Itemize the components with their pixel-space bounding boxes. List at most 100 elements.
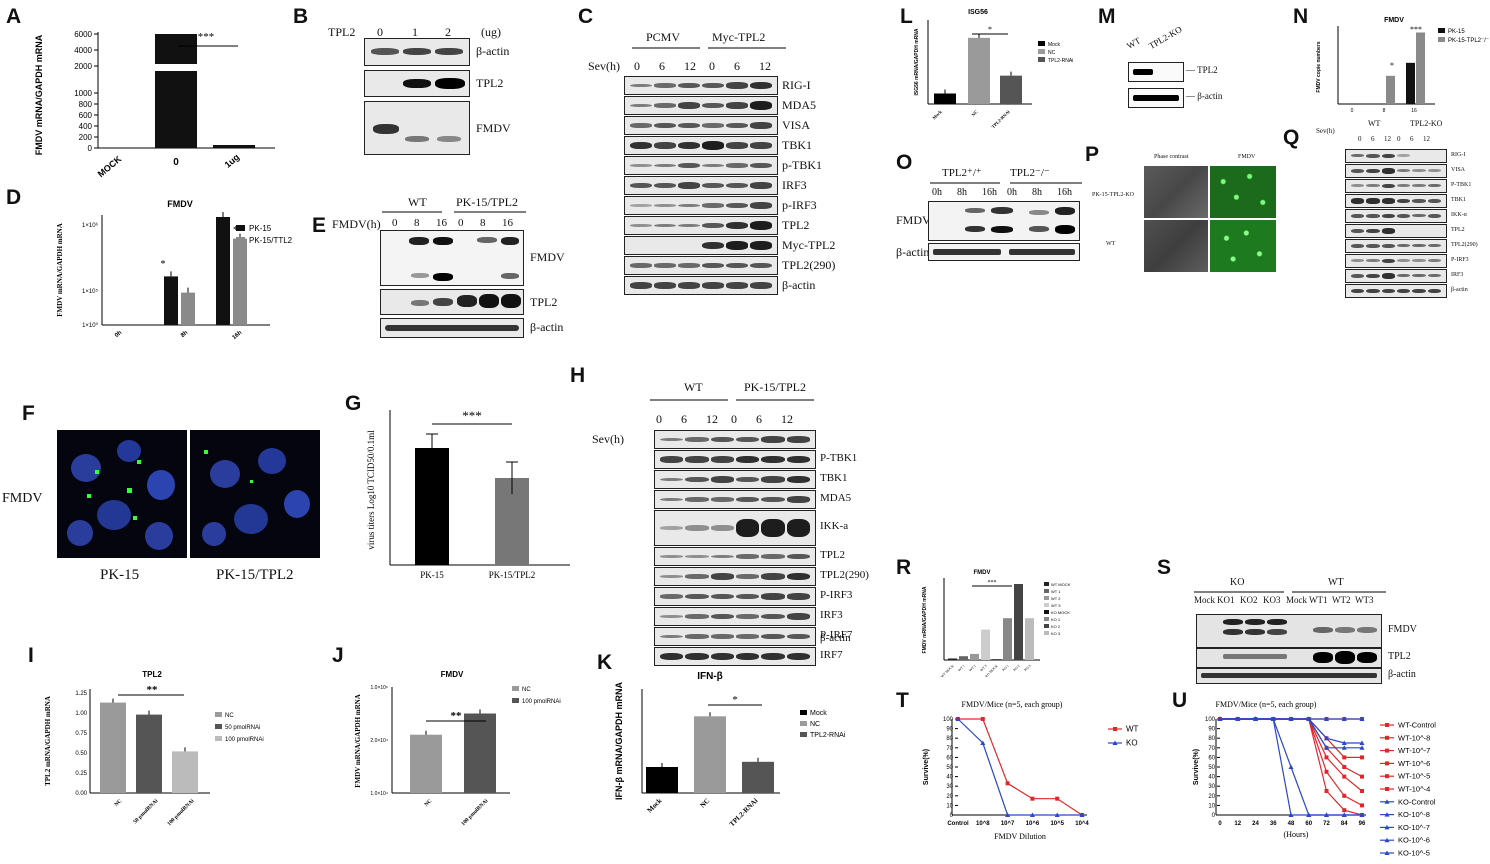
u-xtick: 72 bbox=[1323, 821, 1330, 827]
s-row-2: β-actin bbox=[1388, 669, 1416, 680]
d-ytick-2: 1×10⁶ bbox=[82, 222, 99, 229]
u-legend-entry: WT-10^-4 bbox=[1398, 785, 1430, 794]
u-ytick: 60 bbox=[1208, 755, 1215, 761]
c-col-2: 12 bbox=[684, 59, 696, 73]
t-ytick: 0 bbox=[950, 813, 954, 819]
t-ytick: 20 bbox=[946, 794, 953, 800]
u-ytick: 40 bbox=[1208, 775, 1215, 781]
panel-letter-t: T bbox=[896, 689, 909, 712]
legend-entry: 100 pmolRNAi bbox=[522, 699, 561, 705]
r-xtick: WT 1 bbox=[957, 664, 966, 673]
i-bar-0 bbox=[100, 702, 126, 793]
x-tick: Mock bbox=[646, 797, 664, 815]
a-ylabel: FMDV mRNA/GAPDH mRNA bbox=[34, 34, 44, 155]
l-bar-2 bbox=[1000, 75, 1022, 104]
x-tick: 100 pmolRNAi bbox=[166, 798, 195, 827]
e-row-label: FMDV(h) bbox=[332, 217, 381, 231]
p-col-0: Phase contrast bbox=[1154, 154, 1189, 160]
a-bar-2 bbox=[213, 145, 255, 148]
panel-l-chart: ISG56 * ISG56 mRNA/GAPDH mRNA Mock NC TPL2… bbox=[914, 9, 1073, 129]
i-bar-2 bbox=[172, 751, 198, 793]
r-xtick: KO 1 bbox=[1001, 664, 1009, 672]
s-group-1: WT bbox=[1328, 577, 1344, 588]
b-blot-3 bbox=[364, 101, 470, 155]
h-group-lines bbox=[650, 399, 814, 401]
e-blot-actin bbox=[380, 318, 524, 338]
d-ytick-0: 1×10⁰ bbox=[82, 322, 99, 329]
t-xtick: 10^6 bbox=[1026, 821, 1040, 827]
u-series-7 bbox=[1220, 718, 1362, 744]
h-row-7: IRF3 bbox=[820, 608, 843, 621]
h-group-1: PK-15/TPL2 bbox=[744, 380, 807, 394]
e-col-4: 8 bbox=[480, 217, 486, 229]
panel-letter-m: M bbox=[1098, 5, 1116, 28]
u-legend-entry: KO-10^-5 bbox=[1398, 849, 1430, 858]
o-col-5: 16h bbox=[1057, 187, 1072, 198]
s-col-3: KO3 bbox=[1263, 595, 1281, 605]
r-bar-7 bbox=[1025, 618, 1034, 660]
r-bar-0 bbox=[948, 658, 957, 660]
h-blot-9 bbox=[654, 627, 816, 646]
l-bar-1 bbox=[968, 37, 990, 104]
panel-letter-q: Q bbox=[1283, 126, 1300, 149]
u-ytick: 20 bbox=[1208, 794, 1215, 800]
n-legend-0: PK-15 bbox=[1448, 29, 1465, 35]
r-bar-6 bbox=[1014, 584, 1023, 660]
e-group-lines bbox=[382, 211, 526, 213]
t-ylabel: Survive(%) bbox=[923, 749, 930, 785]
s-blot-fmdv bbox=[1196, 614, 1382, 648]
h-row-1: TBK1 bbox=[820, 471, 848, 484]
t-xtick: Control bbox=[947, 821, 969, 827]
n-title: FMDV bbox=[1384, 17, 1404, 24]
q-blot-8 bbox=[1345, 269, 1447, 283]
u-ylabel: Survive(%) bbox=[1193, 749, 1200, 785]
g-ylabel: virus titers Log10 TCID50/0.1ml bbox=[366, 430, 376, 550]
b-col-2: 2 bbox=[445, 25, 451, 39]
o-col-2: 16h bbox=[982, 187, 997, 198]
x-tick: NC bbox=[424, 798, 434, 808]
g-bar-1 bbox=[415, 448, 449, 565]
r-xtick: WT 3 bbox=[979, 664, 988, 673]
q-blot-6 bbox=[1345, 239, 1447, 253]
c-row-4: p-TBK1 bbox=[782, 157, 822, 172]
n-xtick-0: 0 bbox=[1351, 108, 1354, 114]
s-group-0: KO bbox=[1230, 577, 1245, 588]
u-series-4 bbox=[1220, 718, 1363, 806]
q-row-3: TBK1 bbox=[1451, 197, 1466, 203]
t-ytick: 40 bbox=[946, 775, 953, 781]
h-row-label: Sev(h) bbox=[592, 431, 624, 446]
c-col-3: 0 bbox=[709, 59, 715, 73]
e-group-0: WT bbox=[408, 195, 427, 209]
u-legend-entry: WT-10^-5 bbox=[1398, 772, 1430, 781]
t-legend-entry: KO bbox=[1126, 739, 1138, 748]
u-xtick: 12 bbox=[1234, 821, 1241, 827]
j-sig: ** bbox=[451, 710, 463, 722]
n-sig-1: *** bbox=[1410, 25, 1422, 34]
u-legend-entry: WT-10^-8 bbox=[1398, 733, 1430, 742]
h-col-3: 0 bbox=[731, 412, 737, 426]
c-row-7: TPL2 bbox=[782, 217, 810, 232]
h-blot-3 bbox=[654, 490, 816, 509]
t-ytick: 90 bbox=[946, 727, 953, 733]
q-col-2: 12 bbox=[1384, 135, 1391, 143]
u-ytick: 30 bbox=[1208, 784, 1215, 790]
o-col-4: 8h bbox=[1032, 187, 1042, 198]
h-col-2: 12 bbox=[706, 412, 718, 426]
h-blot-2 bbox=[654, 470, 816, 489]
q-col-1: 6 bbox=[1371, 135, 1375, 143]
panel-letter-o: O bbox=[896, 151, 913, 174]
d-xtick-1: 8h bbox=[180, 330, 189, 339]
panel-letter-i: I bbox=[28, 644, 34, 667]
s-row-0: FMDV bbox=[1388, 624, 1417, 635]
j-ytick-0: 1.0×10⁴ bbox=[370, 791, 388, 797]
u-title: FMDV/Mice (n=5, each group) bbox=[1216, 700, 1317, 709]
x-tick: 100 pmolRNAi bbox=[460, 798, 489, 827]
h-row-10: β-actin bbox=[820, 632, 851, 644]
m-col-1: TPL2-KO bbox=[1147, 24, 1184, 51]
j-ytick-1: 2.0×10⁴ bbox=[370, 738, 388, 744]
b-row-1: TPL2 bbox=[476, 76, 504, 90]
panel-letter-j: J bbox=[332, 644, 344, 667]
u-ytick: 80 bbox=[1208, 736, 1215, 742]
q-row-8: IRF3 bbox=[1451, 272, 1464, 278]
u-ytick: 0 bbox=[1212, 813, 1216, 819]
